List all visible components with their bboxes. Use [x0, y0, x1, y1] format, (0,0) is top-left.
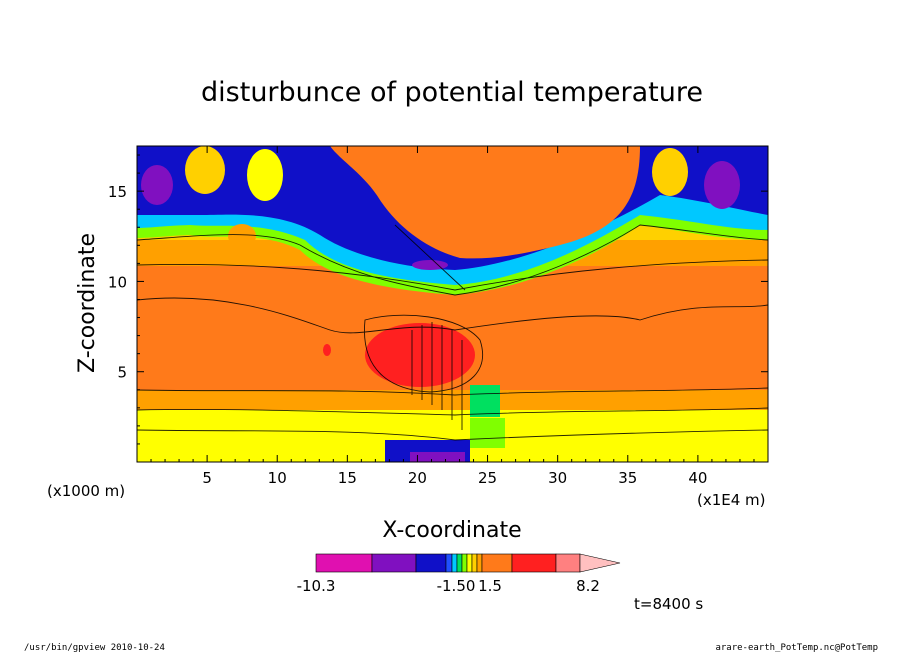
cell-red-small	[323, 344, 331, 356]
colorbar-swatch	[481, 553, 513, 573]
y-tick-label: 5	[117, 364, 127, 382]
colorbar-swatch	[461, 553, 468, 573]
colorbar-swatch	[456, 553, 463, 573]
colorbar-swatch	[511, 553, 557, 573]
colorbar-label: 1.5	[478, 577, 502, 595]
y-tick-label: 10	[108, 273, 127, 291]
x-tick-label: 10	[268, 469, 287, 487]
cell-purple-left	[141, 165, 173, 205]
y-tick-label: 15	[108, 183, 127, 201]
x-tick-label: 35	[618, 469, 637, 487]
y-axis-label: Z-coordinate	[75, 233, 100, 373]
x-tick-label: 30	[548, 469, 567, 487]
cell-yellow-mid-left	[247, 149, 283, 201]
colorbar-label: -1.50	[437, 577, 476, 595]
colorbar-swatch	[466, 553, 473, 573]
colorbar-swatch	[555, 553, 581, 573]
colorbar-swatch	[471, 553, 478, 573]
x-axis-ticks: 5 10 15 20 25 30 35 40	[150, 146, 755, 487]
cell-yellow-left	[185, 146, 225, 194]
x-tick-label: 25	[478, 469, 497, 487]
cell-purple-center	[412, 260, 448, 270]
cell-yellow-right	[652, 148, 688, 196]
x-unit-label: (x1E4 m)	[697, 491, 766, 509]
band-low-orange	[137, 390, 768, 410]
y-unit-label: (x1000 m)	[47, 482, 125, 500]
colorbar-arrow	[579, 553, 621, 573]
colorbar-labels: -10.3 -1.50 1.5 8.2	[297, 577, 600, 595]
colorbar-swatch	[415, 553, 447, 573]
x-tick-label: 40	[688, 469, 707, 487]
plot-frame	[136, 145, 769, 463]
contour-lines	[137, 224, 768, 441]
colorbar	[315, 553, 621, 573]
colorbar-label: 8.2	[576, 577, 600, 595]
colorbar-swatch	[476, 553, 483, 573]
cell-purple-right	[704, 161, 740, 209]
time-label: t=8400 s	[634, 595, 703, 613]
colorbar-swatch	[451, 553, 458, 573]
footer-right: arare-earth_PotTemp.nc@PotTemp	[715, 643, 878, 653]
colorbar-swatch	[315, 553, 373, 573]
column-green	[470, 385, 500, 417]
x-tick-label: 5	[202, 469, 212, 487]
cell-red-center	[365, 323, 475, 387]
x-tick-label: 20	[408, 469, 427, 487]
column-purple	[410, 452, 465, 462]
y-axis-ticks: 5 10 15	[108, 154, 768, 445]
x-tick-label: 15	[338, 469, 357, 487]
column-cyan	[470, 418, 505, 448]
colorbar-swatch	[445, 553, 453, 573]
colorbar-label: -10.3	[297, 577, 336, 595]
footer-left: /usr/bin/gpview 2010-10-24	[24, 643, 165, 653]
heatmap-field	[137, 146, 768, 462]
region-top-orange	[330, 146, 640, 259]
cell-orange-left	[228, 224, 256, 248]
colorbar-swatch	[371, 553, 417, 573]
x-axis-label: X-coordinate	[382, 518, 521, 543]
chart-title: disturbunce of potential temperature	[201, 77, 703, 108]
